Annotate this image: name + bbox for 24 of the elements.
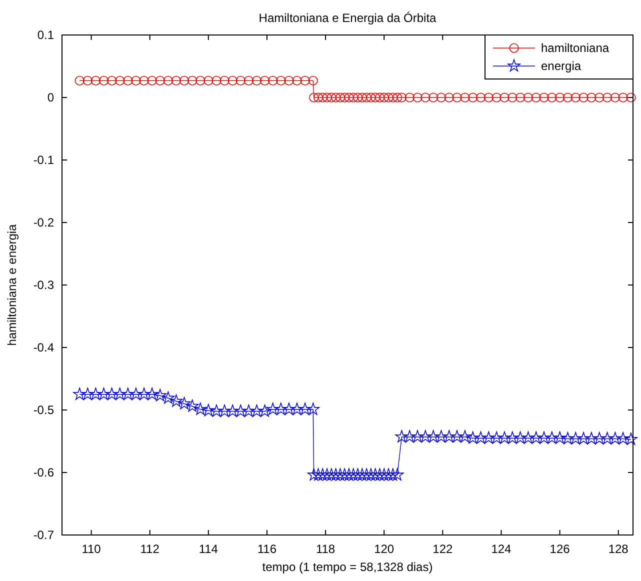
y-tick-label: 0	[47, 90, 54, 104]
y-tick-label: -0.2	[33, 216, 54, 230]
chart-title: Hamiltoniana e Energia da Órbita	[258, 11, 437, 25]
x-tick-label: 122	[432, 542, 453, 556]
x-tick-label: 126	[550, 542, 570, 556]
x-tick-label: 110	[82, 542, 102, 556]
x-tick-label: 114	[198, 542, 218, 556]
y-tick-label: 0.1	[37, 28, 54, 42]
y-axis-title: hamiltoniana e energia	[5, 224, 19, 346]
x-tick-label: 124	[491, 542, 512, 556]
x-tick-label: 120	[374, 542, 394, 556]
y-tick-label: -0.3	[33, 278, 54, 292]
x-axis-title: tempo (1 tempo = 58,1328 dias)	[262, 560, 433, 574]
y-tick-label: -0.5	[33, 403, 54, 417]
y-tick-label: -0.6	[33, 466, 54, 480]
legend-label: energia	[541, 59, 582, 73]
y-tick-label: -0.7	[33, 528, 54, 542]
y-tick-label: -0.1	[33, 153, 54, 167]
y-tick-label: -0.4	[33, 340, 54, 354]
x-tick-label: 112	[140, 542, 160, 556]
x-tick-label: 116	[257, 542, 277, 556]
x-tick-label: 118	[316, 542, 336, 556]
legend-label: hamiltoniana	[541, 41, 610, 55]
x-tick-label: 128	[608, 542, 629, 556]
